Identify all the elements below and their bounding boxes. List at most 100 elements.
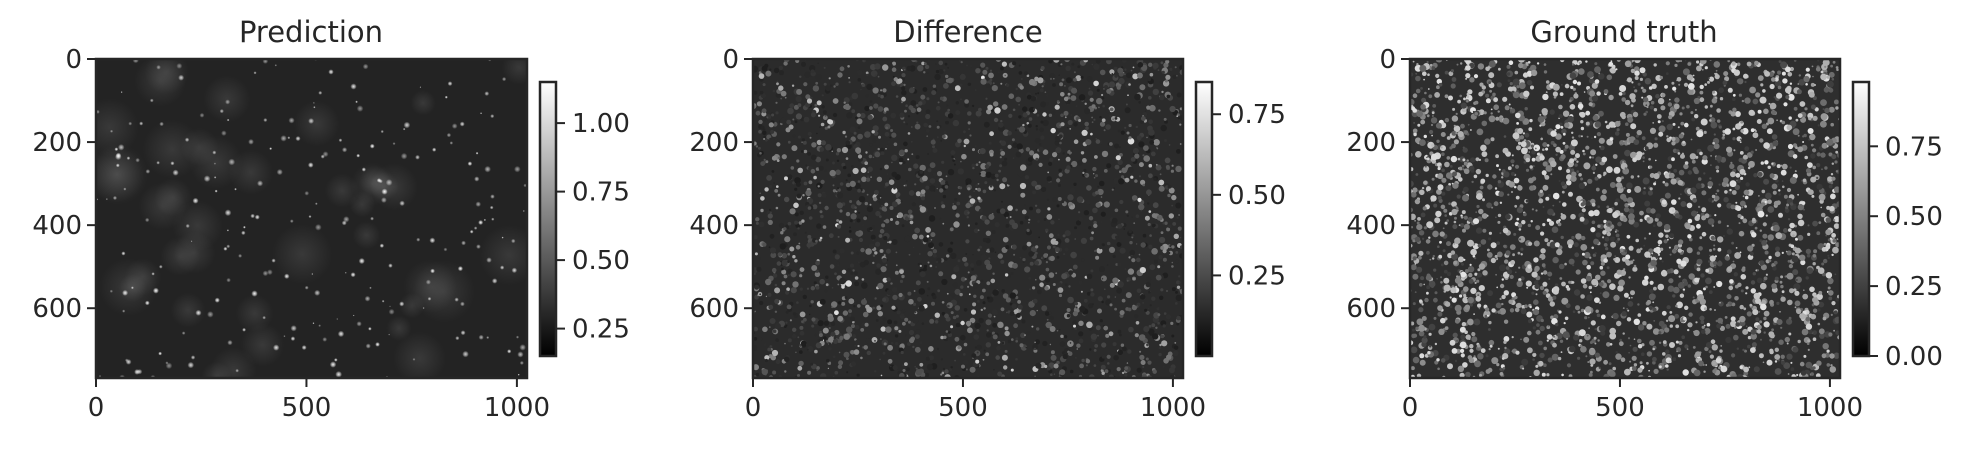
spot	[997, 372, 1002, 377]
droplet	[1816, 177, 1818, 179]
droplet	[1482, 229, 1486, 233]
spot	[1067, 314, 1071, 318]
droplet	[1563, 142, 1566, 145]
droplet	[1637, 303, 1639, 305]
spot	[811, 325, 814, 328]
bright-dot	[415, 155, 420, 160]
droplet	[1666, 61, 1670, 65]
spot	[1028, 157, 1033, 162]
droplet	[1740, 121, 1743, 124]
droplet	[1782, 290, 1785, 293]
spot	[847, 268, 851, 272]
spot	[996, 179, 998, 181]
bright-dot	[308, 162, 314, 168]
spot	[838, 301, 841, 304]
droplet	[1658, 120, 1661, 123]
spot	[1063, 354, 1068, 359]
droplet	[1828, 257, 1830, 259]
spot	[1176, 316, 1181, 321]
droplet	[1650, 208, 1655, 213]
spot	[765, 71, 771, 77]
spot	[1042, 120, 1048, 126]
spot	[798, 103, 802, 107]
spot	[958, 168, 964, 174]
droplet	[1680, 193, 1682, 195]
spot	[1000, 83, 1002, 85]
droplet	[1418, 307, 1423, 312]
spot	[909, 87, 915, 93]
droplet	[1535, 225, 1540, 230]
spot	[793, 232, 797, 236]
spot	[1028, 124, 1032, 128]
spot	[835, 170, 841, 176]
droplet	[1831, 182, 1834, 185]
droplet	[1771, 328, 1774, 331]
bright-dot	[401, 153, 408, 160]
spot	[861, 167, 867, 173]
spot	[802, 138, 805, 141]
spot	[1093, 64, 1099, 70]
spot	[1162, 264, 1164, 266]
spot	[973, 283, 979, 289]
spot	[971, 322, 972, 323]
droplet	[1659, 257, 1662, 260]
spot	[992, 323, 997, 328]
spot	[1008, 340, 1012, 344]
spot	[964, 145, 966, 147]
spot	[797, 227, 799, 229]
spot	[975, 89, 977, 91]
spot	[960, 321, 964, 325]
spot	[824, 67, 826, 69]
droplet	[1783, 228, 1788, 233]
droplet	[1600, 292, 1602, 294]
spot	[1161, 61, 1164, 64]
spot	[1158, 307, 1160, 309]
bright-dot	[215, 190, 218, 193]
spot	[890, 218, 893, 221]
droplet	[1531, 220, 1533, 222]
spot	[1039, 282, 1044, 287]
droplet	[1563, 331, 1570, 338]
droplet	[1435, 291, 1438, 294]
spot	[780, 118, 786, 124]
droplet	[1558, 357, 1561, 360]
spot	[920, 265, 922, 267]
spot	[899, 113, 904, 118]
droplet	[1600, 195, 1606, 201]
spot	[791, 287, 797, 293]
spot	[975, 145, 977, 147]
spot	[1060, 341, 1065, 346]
droplet	[1688, 312, 1692, 316]
droplet	[1633, 259, 1635, 261]
spot	[1146, 189, 1152, 195]
spot	[1133, 67, 1135, 69]
spot	[1007, 205, 1013, 211]
spot	[1175, 291, 1178, 294]
spot	[772, 350, 778, 356]
spot	[807, 288, 809, 290]
droplet	[1621, 311, 1626, 316]
droplet	[1515, 165, 1519, 169]
bright-dot	[115, 153, 122, 160]
spot	[1081, 291, 1083, 293]
droplet	[1495, 117, 1499, 121]
droplet	[1585, 60, 1587, 62]
spot	[1058, 169, 1062, 173]
spot	[1104, 201, 1110, 207]
droplet	[1526, 199, 1529, 202]
droplet	[1680, 201, 1686, 207]
spot	[846, 157, 849, 160]
droplet	[1824, 108, 1829, 113]
spot	[975, 360, 979, 364]
spot	[821, 140, 826, 145]
spot	[1106, 89, 1111, 94]
spot	[1017, 143, 1023, 149]
spot	[1091, 334, 1097, 340]
spot	[1014, 256, 1016, 258]
spot	[911, 141, 913, 143]
spot	[855, 117, 857, 119]
spot	[785, 291, 789, 295]
colorbar-tick-label: 0.50	[572, 246, 630, 276]
droplet	[1626, 308, 1628, 310]
spot	[772, 156, 777, 161]
